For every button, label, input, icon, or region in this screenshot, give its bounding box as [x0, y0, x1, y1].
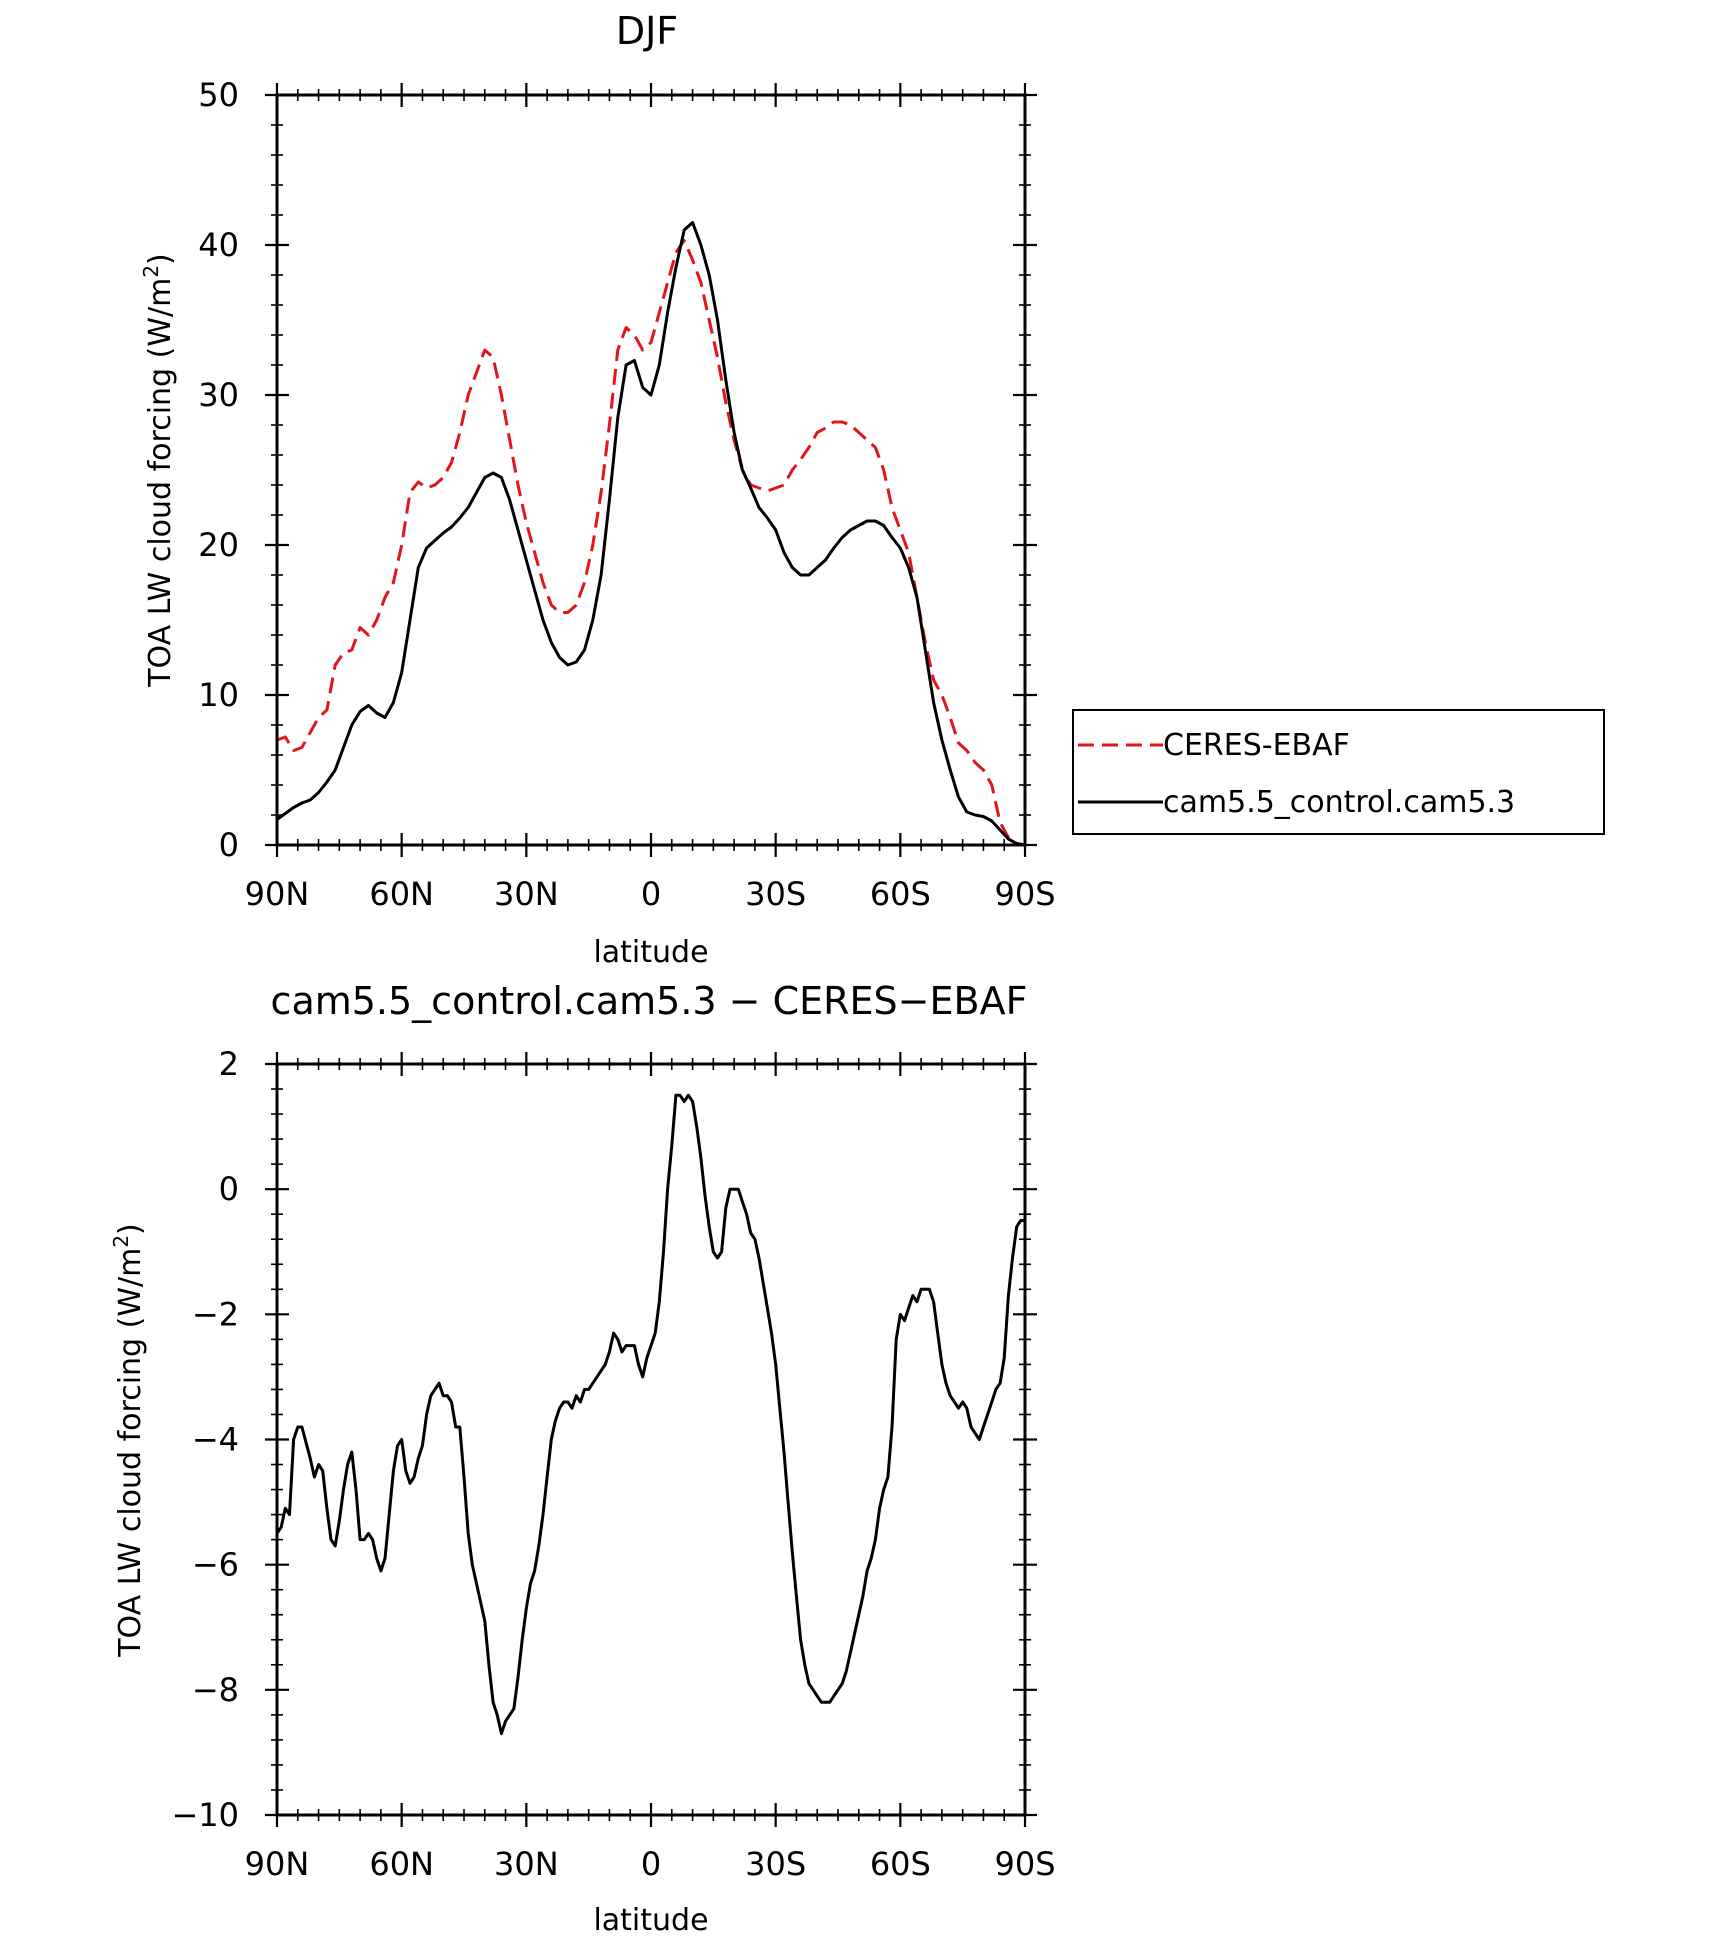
- bottom-x-tick-label: 60S: [870, 1845, 931, 1883]
- bottom-y-tick-label: −8: [192, 1671, 239, 1709]
- bottom-ticks: −10 −8 −6 −4 −2 0 2 90N 60N 30N 0 30S 60S 90S: [171, 1045, 1055, 1883]
- bottom-x-tick-label: 0: [641, 1845, 661, 1883]
- top-y-axis-label-sup: 2: [139, 265, 163, 278]
- bottom-x-tick-label: 90N: [245, 1845, 310, 1883]
- top-x-tick-label: 60N: [369, 875, 434, 913]
- top-ticks: 0 10 20 30 40 50 90N 60N 30N 0 30S 60S 90S: [198, 76, 1055, 913]
- legend-box: [1072, 709, 1605, 835]
- bottom-y-tick-label: 0: [219, 1170, 239, 1208]
- bottom-y-axis-label: TOA LW cloud forcing (W/m2): [109, 1223, 148, 1658]
- top-y-tick-label: 0: [219, 826, 239, 864]
- top-panel: DJF 0 10 20 30 40 50 90N 60N 30N 0 30S 60S 90S latit…: [139, 9, 1605, 970]
- top-x-axis-label: latitude: [593, 935, 708, 970]
- bottom-y-axis-label-main: TOA LW cloud forcing (W/m: [113, 1248, 148, 1658]
- top-y-tick-label: 30: [198, 376, 239, 414]
- bottom-y-tick-label: 2: [219, 1045, 239, 1083]
- bottom-panel: cam5.5_control.cam5.3 − CERES−EBAF −10 −8…: [109, 979, 1056, 1938]
- bottom-series-difference: [275, 1093, 1025, 1736]
- bottom-series: [275, 1093, 1025, 1736]
- top-y-axis-label: TOA LW cloud forcing (W/m2): [139, 253, 178, 688]
- top-y-tick-label: 40: [198, 226, 239, 264]
- bottom-y-tick-label: −2: [192, 1295, 239, 1333]
- bottom-x-tick-label: 60N: [369, 1845, 434, 1883]
- top-x-tick-label: 90S: [994, 875, 1055, 913]
- top-x-tick-label: 60S: [870, 875, 931, 913]
- top-x-tick-label: 30S: [745, 875, 806, 913]
- top-series: [276, 221, 1026, 847]
- top-y-tick-label: 20: [198, 526, 239, 564]
- top-y-axis-label-main: TOA LW cloud forcing (W/m: [143, 278, 178, 688]
- bottom-title: cam5.5_control.cam5.3 − CERES−EBAF: [271, 979, 1028, 1023]
- bottom-y-tick-label: −4: [192, 1421, 239, 1459]
- top-title: DJF: [616, 9, 678, 53]
- top-x-tick-label: 0: [641, 875, 661, 913]
- bottom-x-tick-label: 30N: [494, 1845, 559, 1883]
- bottom-y-tick-label: −10: [171, 1796, 239, 1834]
- bottom-plot-frame: [275, 1062, 1027, 1817]
- bottom-x-tick-label: 90S: [994, 1845, 1055, 1883]
- legend-label-cam: cam5.5_control.cam5.3: [1163, 785, 1515, 820]
- bottom-y-tick-label: −6: [192, 1546, 239, 1584]
- top-plot-frame: [275, 93, 1027, 847]
- top-y-tick-label: 10: [198, 676, 239, 714]
- bottom-x-axis-label: latitude: [593, 1903, 708, 1938]
- legend: CERES-EBAF cam5.5_control.cam5.3: [1072, 709, 1605, 835]
- bottom-y-axis-label-close: ): [113, 1223, 148, 1235]
- bottom-x-tick-label: 30S: [745, 1845, 806, 1883]
- top-x-tick-label: 90N: [245, 875, 310, 913]
- top-y-axis-label-close: ): [143, 253, 178, 265]
- top-y-tick-label: 50: [198, 76, 239, 114]
- top-series-ceres-ebaf: [276, 239, 1026, 847]
- bottom-y-axis-label-sup: 2: [109, 1235, 133, 1248]
- legend-label-ceres: CERES-EBAF: [1163, 728, 1350, 763]
- top-series-cam5-5-control-cam5-3: [276, 221, 1026, 847]
- top-x-tick-label: 30N: [494, 875, 559, 913]
